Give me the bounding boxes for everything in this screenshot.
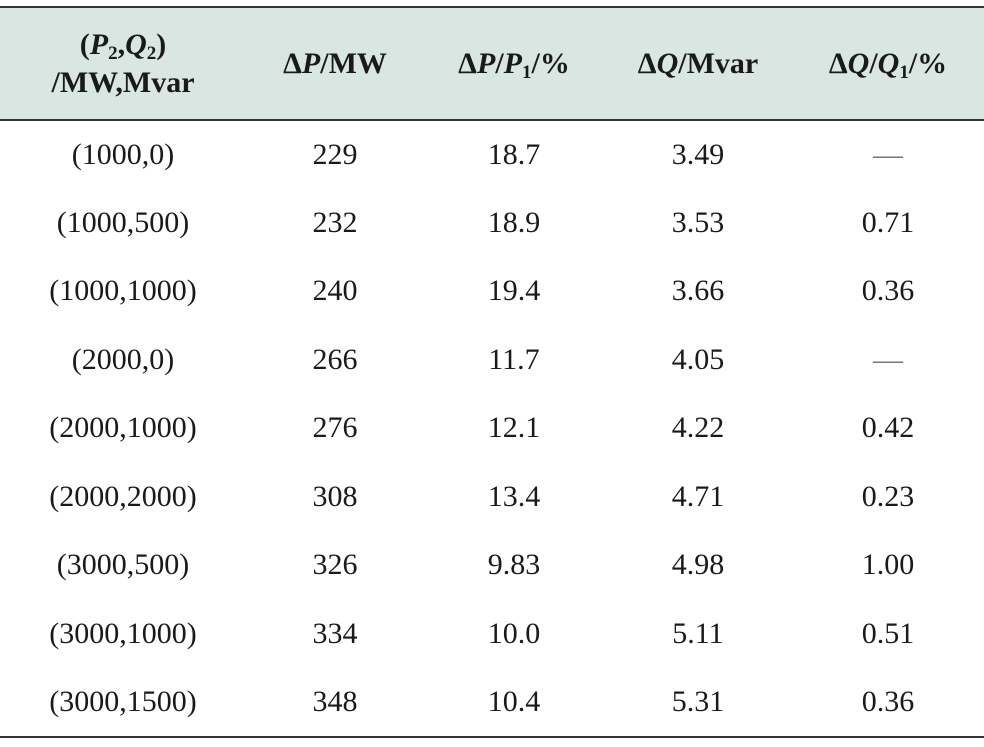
cell-dq-pct: 0.71	[861, 205, 915, 239]
cell-dq-pct: 0.36	[861, 684, 915, 718]
cell-dq-pct: —	[873, 342, 903, 376]
cell-dq-pct: 0.23	[861, 479, 915, 513]
cell-dq-pct: 0.42	[861, 411, 915, 445]
cell-pq: (1000,1000)	[49, 274, 197, 308]
cell-pq: (1000,0)	[71, 137, 175, 171]
cell-dq: 3.53	[671, 205, 725, 239]
cell-dq: 4.71	[671, 479, 725, 513]
header-delta-p: ΔP/MW	[283, 46, 387, 80]
cell-pq: (3000,500)	[56, 548, 190, 582]
header-pq-line1: (P2,Q2)	[79, 27, 167, 64]
cell-dp-pct: 11.7	[488, 342, 540, 376]
cell-dp: 308	[312, 479, 358, 513]
cell-dq: 3.66	[671, 274, 725, 308]
cell-dp: 240	[312, 274, 358, 308]
table-row: (1000,0) 229 18.7 3.49 —	[0, 120, 984, 189]
cell-dp: 348	[312, 684, 358, 718]
header-pq-line2: /MW,Mvar	[51, 65, 195, 99]
cell-dq: 4.98	[671, 548, 725, 582]
cell-pq: (2000,1000)	[49, 411, 197, 445]
cell-dq-pct: 1.00	[861, 548, 915, 582]
cell-dp: 266	[312, 342, 358, 376]
table-row: (2000,1000) 276 12.1 4.22 0.42	[0, 394, 984, 463]
cell-pq: (2000,2000)	[49, 479, 197, 513]
cell-dq: 3.49	[671, 137, 725, 171]
table-row: (2000,2000) 308 13.4 4.71 0.23	[0, 463, 984, 532]
header-delta-p-pct: ΔP/P1/%	[458, 46, 570, 83]
cell-dq: 4.22	[671, 411, 725, 445]
table-row: (3000,500) 326 9.83 4.98 1.00	[0, 531, 984, 600]
cell-dp-pct: 12.1	[487, 411, 541, 445]
cell-dp-pct: 18.9	[487, 205, 541, 239]
cell-dp: 232	[312, 205, 358, 239]
header-delta-q: ΔQ/Mvar	[637, 46, 759, 80]
cell-dp: 326	[312, 548, 358, 582]
cell-dp-pct: 19.4	[487, 274, 541, 308]
cell-pq: (2000,0)	[71, 342, 175, 376]
cell-dp-pct: 18.7	[487, 137, 541, 171]
cell-pq: (3000,1000)	[49, 616, 197, 650]
cell-dq: 5.31	[671, 684, 725, 718]
table-row: (1000,1000) 240 19.4 3.66 0.36	[0, 257, 984, 326]
cell-dp-pct: 10.4	[487, 684, 541, 718]
table-row: (3000,1500) 348 10.4 5.31 0.36	[0, 668, 984, 737]
data-table-container: (P2,Q2) /MW,Mvar ΔP/MW ΔP/P1/% ΔQ/Mvar Δ…	[0, 6, 984, 738]
cell-dq-pct: 0.36	[861, 274, 915, 308]
cell-pq: (3000,1500)	[49, 684, 197, 718]
table-body: (1000,0) 229 18.7 3.49 — (1000,500) 232 …	[0, 120, 984, 737]
cell-dq-pct: —	[873, 137, 903, 171]
header-row: (P2,Q2) /MW,Mvar ΔP/MW ΔP/P1/% ΔQ/Mvar Δ…	[0, 7, 984, 120]
table-row: (3000,1000) 334 10.0 5.11 0.51	[0, 600, 984, 669]
cell-dq: 4.05	[671, 342, 725, 376]
cell-dp-pct: 13.4	[487, 479, 541, 513]
cell-dq: 5.11	[672, 616, 724, 650]
cell-dp: 334	[312, 616, 358, 650]
cell-dp-pct: 10.0	[487, 616, 541, 650]
header-pq: (P2,Q2) /MW,Mvar	[0, 7, 246, 120]
cell-pq: (1000,500)	[56, 205, 190, 239]
header-delta-q-pct: ΔQ/Q1/%	[828, 46, 948, 83]
cell-dp-pct: 9.83	[487, 548, 541, 582]
table-row: (2000,0) 266 11.7 4.05 —	[0, 326, 984, 395]
loss-results-table: (P2,Q2) /MW,Mvar ΔP/MW ΔP/P1/% ΔQ/Mvar Δ…	[0, 6, 984, 738]
table-header: (P2,Q2) /MW,Mvar ΔP/MW ΔP/P1/% ΔQ/Mvar Δ…	[0, 7, 984, 120]
cell-dp: 229	[312, 137, 358, 171]
table-row: (1000,500) 232 18.9 3.53 0.71	[0, 189, 984, 258]
cell-dq-pct: 0.51	[861, 616, 915, 650]
cell-dp: 276	[312, 411, 358, 445]
